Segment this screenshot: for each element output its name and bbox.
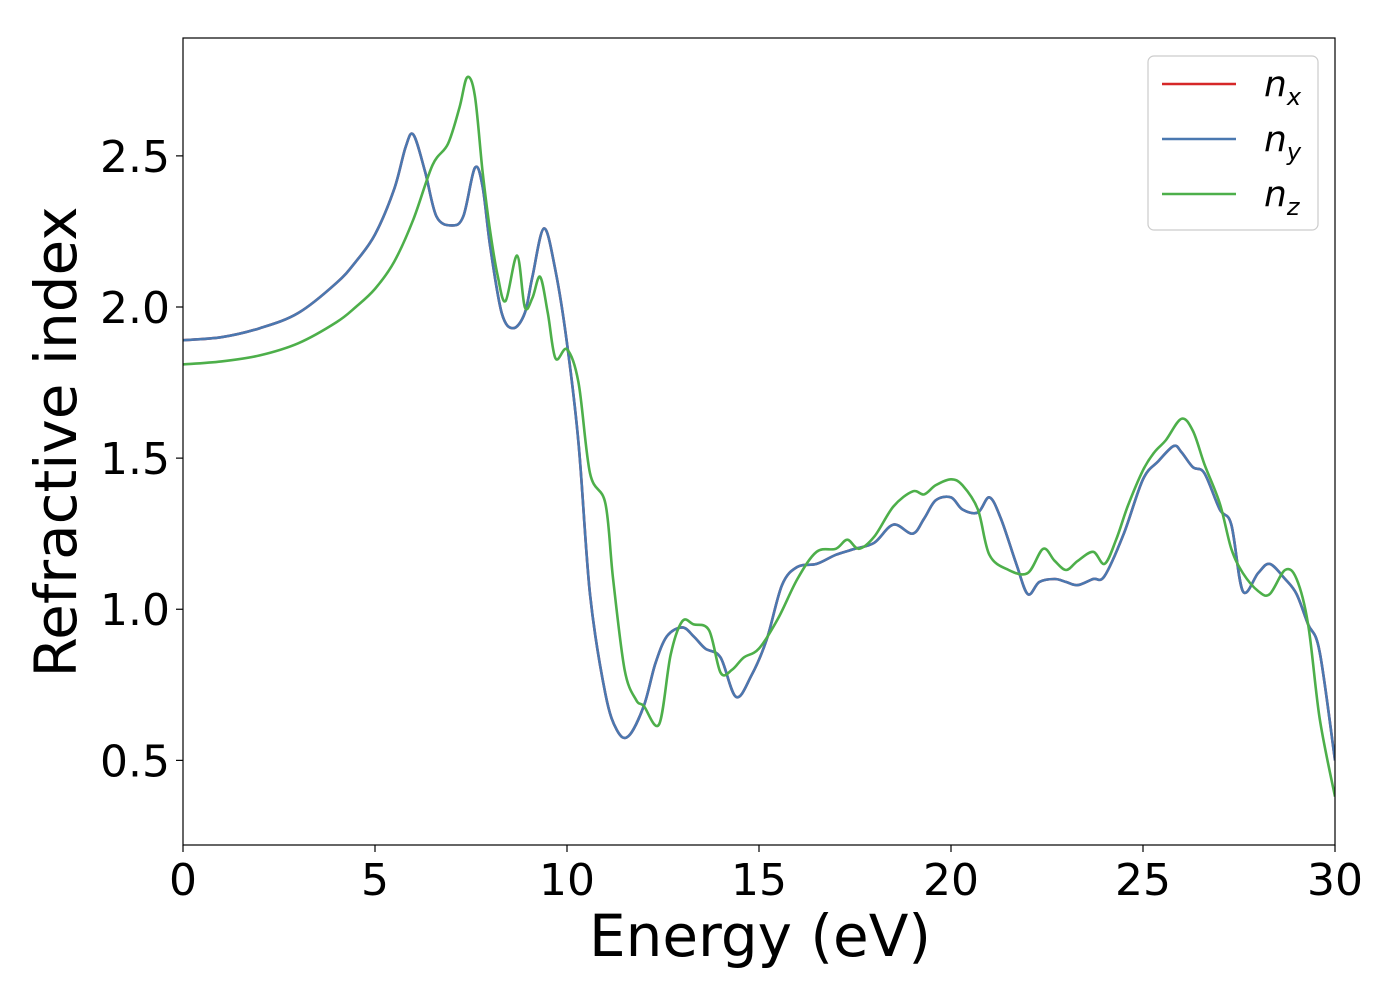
x-tick-label: 25 [1115, 855, 1171, 906]
x-tick-label: 30 [1307, 855, 1363, 906]
y-tick-label: 2.0 [100, 283, 170, 334]
x-tick-label: 10 [539, 855, 595, 906]
y-tick-label: 2.5 [100, 132, 170, 183]
x-axis-label: Energy (eV) [589, 902, 931, 970]
y-tick-label: 0.5 [100, 736, 170, 787]
legend-label-y: ny [1264, 119, 1302, 166]
series-line-z [183, 75, 1335, 797]
x-tick-label: 0 [169, 855, 197, 906]
y-axis: 0.5 1.0 1.5 2.0 2.5 [100, 132, 183, 787]
x-tick-label: 20 [923, 855, 979, 906]
y-tick-label: 1.5 [100, 434, 170, 485]
y-tick-label: 1.0 [100, 585, 170, 636]
legend-box [1147, 55, 1319, 231]
x-tick-label: 5 [361, 855, 389, 906]
legend-label-z: nz [1264, 174, 1301, 221]
x-tick-label: 15 [731, 855, 787, 906]
x-axis: 0 5 10 15 20 25 30 [169, 845, 1363, 906]
legend-label-x: nx [1264, 64, 1302, 111]
y-axis-label: Refractive index [22, 206, 90, 677]
series-line-y [183, 132, 1335, 761]
legend: nx ny nz [1147, 55, 1319, 231]
